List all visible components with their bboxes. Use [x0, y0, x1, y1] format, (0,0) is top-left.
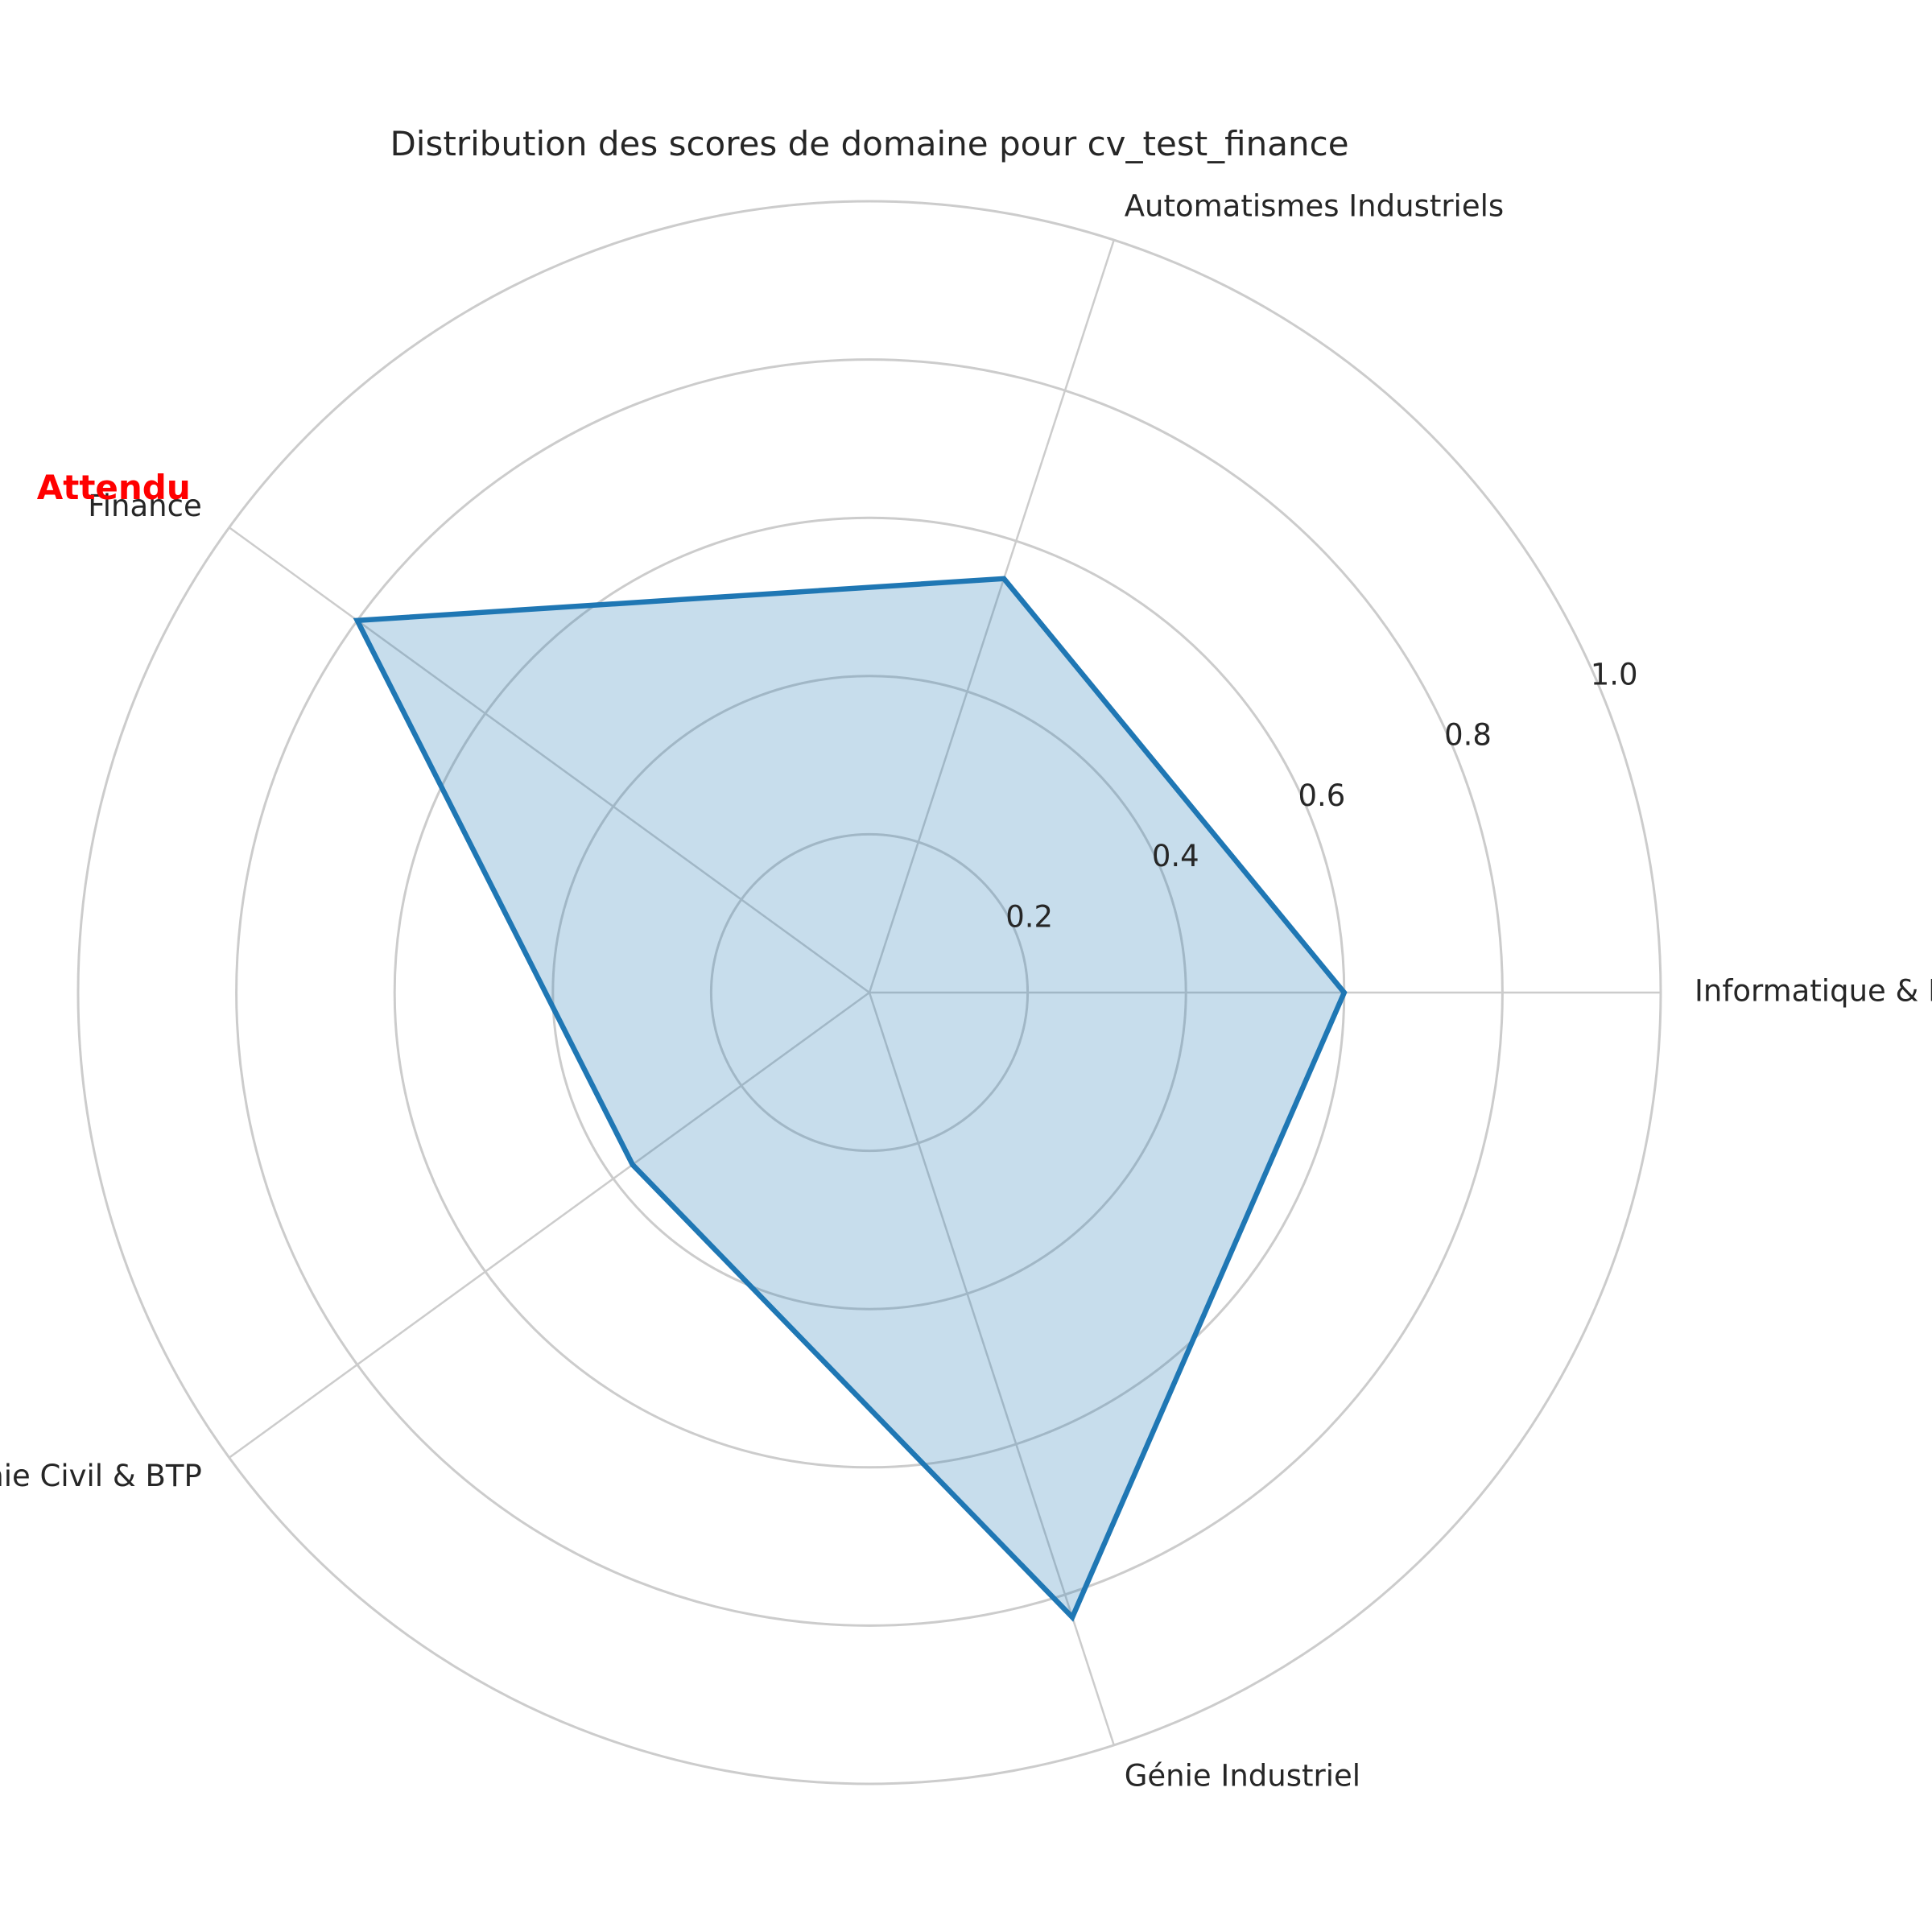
- chart-title: Distribution des scores de domaine pour …: [390, 124, 1348, 163]
- data-point-4: [630, 1162, 635, 1167]
- category-label-2: Automatismes Industriels: [1125, 189, 1504, 224]
- series-line: [353, 576, 1348, 1622]
- spoke-3: [229, 526, 870, 994]
- category-label-1: Informatique & Réseaux: [1695, 974, 1932, 1009]
- category-label-5: Génie Industriel: [1125, 1758, 1360, 1793]
- category-label-4: Génie Civil & BTP: [0, 1459, 202, 1493]
- r-tick-label-3: 0.6: [1298, 778, 1345, 813]
- data-point-1: [1341, 990, 1347, 995]
- r-tick-label-2: 0.4: [1152, 839, 1199, 873]
- annotations: Attendu: [37, 468, 191, 507]
- series-layer: [353, 576, 1348, 1622]
- radial-tick-labels: 0.2 0.4 0.6 0.8 1.0: [1005, 657, 1637, 934]
- data-point-3: [354, 617, 360, 623]
- data-point-2: [1001, 576, 1007, 581]
- r-tick-label-5: 1.0: [1591, 657, 1638, 691]
- r-tick-label-4: 0.8: [1444, 718, 1492, 753]
- category-labels: Informatique & Réseaux Automatismes Indus…: [0, 189, 1932, 1794]
- r-tick-label-1: 0.2: [1005, 899, 1053, 934]
- spoke-4: [229, 991, 870, 1459]
- spoke-2: [868, 239, 1115, 993]
- data-point-5: [1070, 1614, 1075, 1620]
- expected-domain-annotation: Attendu: [37, 468, 191, 507]
- series-area: [357, 578, 1344, 1617]
- category-label-3: Finance: [88, 489, 202, 523]
